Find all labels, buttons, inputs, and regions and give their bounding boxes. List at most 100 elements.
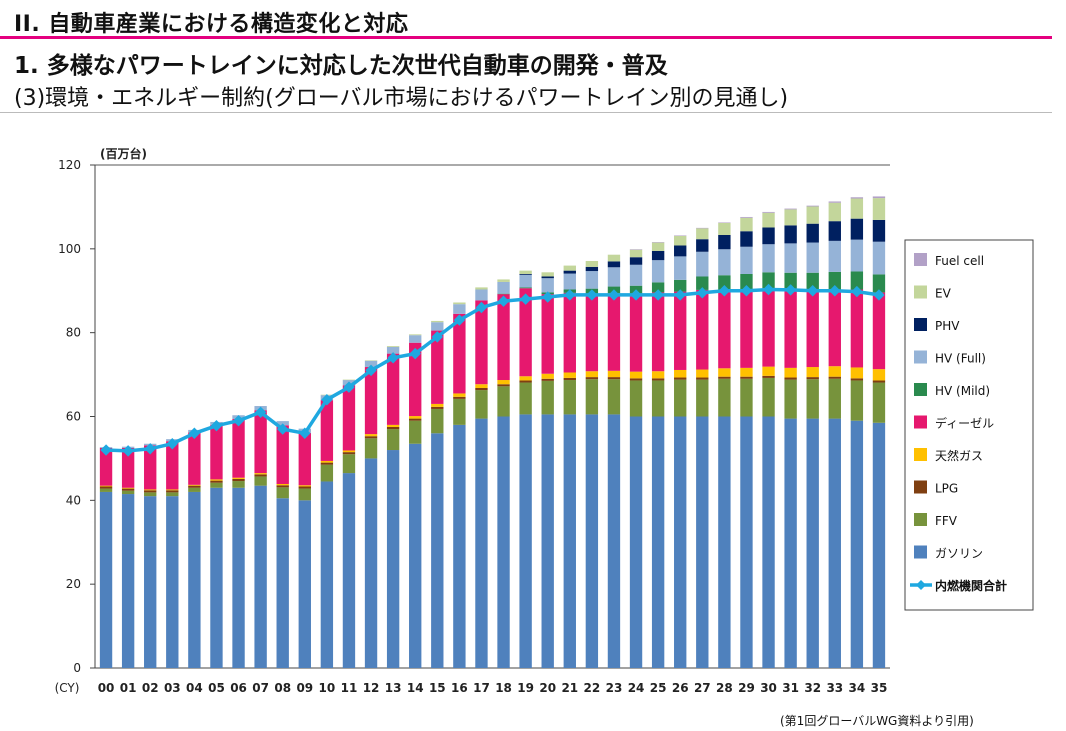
- bar-segment: [607, 261, 621, 268]
- bar-segment: [342, 385, 356, 451]
- bar-segment: [519, 414, 532, 668]
- line-point: [122, 445, 134, 457]
- x-tick-label: 20: [539, 681, 556, 695]
- x-tick-label: 30: [760, 681, 777, 695]
- line-point: [586, 289, 598, 301]
- bar-segment: [210, 480, 223, 483]
- bar-segment: [674, 369, 687, 378]
- bar-segment: [144, 496, 157, 668]
- bar-segment: [828, 202, 841, 222]
- bar-segment: [828, 271, 841, 290]
- bar-segment: [828, 221, 841, 241]
- line-point: [674, 289, 686, 301]
- legend-swatch: [914, 318, 927, 331]
- bar-segment: [872, 382, 886, 423]
- bar-segment: [144, 490, 157, 493]
- bar-segment: [762, 211, 775, 213]
- bar-segment: [121, 487, 135, 489]
- line-point: [519, 293, 532, 305]
- bar-segment: [386, 346, 400, 347]
- bar-segment: [166, 496, 179, 668]
- bar-segment: [674, 245, 687, 257]
- bar-segment: [541, 378, 554, 381]
- bar-segment: [762, 272, 775, 289]
- line-point: [144, 443, 156, 455]
- line-point: [343, 381, 355, 393]
- bar-segment: [850, 378, 864, 381]
- bar-segment: [828, 240, 841, 272]
- bar-segment: [629, 378, 643, 381]
- line-point: [409, 347, 421, 360]
- bar-segment: [99, 447, 113, 486]
- bar-segment: [254, 474, 267, 477]
- bar-segment: [541, 278, 554, 293]
- bar-segment: [850, 289, 864, 368]
- bar-segment: [762, 244, 775, 273]
- bar-segment: [320, 464, 334, 482]
- bar-segment: [342, 450, 356, 453]
- x-tick-label: 00: [98, 681, 115, 695]
- bar-segment: [651, 292, 665, 372]
- legend-label: ガソリン: [935, 547, 983, 561]
- line-point: [299, 427, 311, 439]
- bar-segment: [784, 243, 797, 273]
- bar-segment: [563, 414, 576, 668]
- bar-segment: [453, 393, 466, 397]
- bar-segment: [453, 396, 466, 399]
- bar-segment: [718, 376, 731, 379]
- x-tick-label: 29: [738, 681, 755, 695]
- x-tick-label: 17: [473, 681, 490, 695]
- bar-segment: [762, 227, 775, 245]
- bar-segment: [651, 260, 665, 283]
- bar-segment: [386, 346, 400, 354]
- bar-segment: [121, 490, 135, 495]
- bar-segment: [541, 414, 554, 668]
- bar-segment: [784, 208, 797, 210]
- bar-segment: [431, 403, 444, 407]
- line-point: [365, 364, 377, 377]
- bar-segment: [585, 371, 599, 378]
- bar-segment: [629, 416, 643, 668]
- bar-segment: [674, 235, 687, 236]
- bar-segment: [386, 424, 400, 427]
- bar-segment: [453, 304, 466, 314]
- bar-segment: [121, 447, 135, 488]
- bar-segment: [651, 371, 665, 379]
- x-tick-label: 16: [451, 681, 468, 695]
- legend-line-marker: [916, 580, 926, 590]
- bar-segment: [519, 380, 532, 383]
- bar-segment: [475, 300, 488, 385]
- bar-segment: [144, 489, 157, 491]
- bar-segment: [585, 293, 599, 372]
- bar-segment: [696, 289, 709, 370]
- bar-segment: [563, 377, 576, 381]
- bar-segment: [475, 390, 488, 419]
- bar-segment: [696, 416, 709, 668]
- bar-segment: [651, 242, 665, 243]
- bar-segment: [276, 421, 289, 426]
- bar-segment: [188, 484, 201, 486]
- x-tick-label: 11: [341, 681, 358, 695]
- bar-segment: [674, 377, 687, 380]
- bar-segment: [806, 242, 819, 273]
- bar-segment: [806, 289, 819, 368]
- bar-segment: [519, 382, 532, 415]
- bar-segment: [674, 416, 687, 668]
- bar-segment: [563, 270, 576, 274]
- bar-segment: [718, 378, 731, 417]
- bar-segment: [497, 384, 510, 387]
- x-tick-label: 09: [296, 681, 313, 695]
- bar-segment: [298, 488, 311, 501]
- bar-segment: [320, 400, 334, 461]
- bar-segment: [541, 380, 554, 415]
- bar-segment: [828, 289, 841, 367]
- bar-segment: [806, 367, 819, 378]
- bar-segment: [607, 293, 621, 371]
- bar-segment: [276, 487, 289, 499]
- bar-segment: [762, 416, 775, 668]
- bar-segment: [872, 196, 886, 199]
- bar-segment: [607, 370, 621, 378]
- bar-segment: [541, 294, 554, 374]
- bar-segment: [320, 460, 334, 463]
- y-tick-label: 20: [66, 577, 81, 591]
